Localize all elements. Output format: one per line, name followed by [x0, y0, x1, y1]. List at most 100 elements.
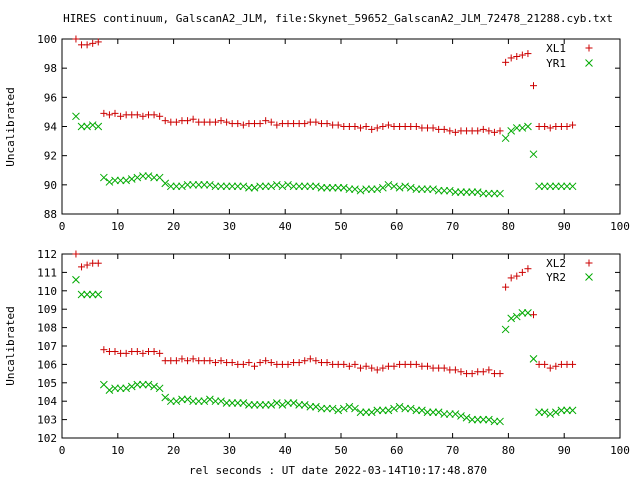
data-point: [373, 185, 382, 194]
data-point: [284, 360, 292, 368]
data-point: [105, 178, 114, 186]
data-point: [552, 362, 560, 370]
data-point: [362, 408, 370, 417]
data-point: [546, 124, 554, 132]
data-point: [479, 415, 488, 424]
data-point: [116, 176, 125, 185]
top-plot-panel: Uncalibrated XL1 YR1 0 10 20 30 40 50 60 70 80 90…: [4, 33, 630, 233]
x-tick-label: 40: [279, 220, 292, 233]
data-point: [502, 283, 510, 291]
data-point: [83, 122, 91, 131]
data-point: [278, 401, 287, 409]
data-point: [284, 180, 292, 189]
data-point: [569, 121, 577, 129]
data-point: [429, 408, 437, 417]
data-point: [178, 395, 186, 404]
data-point: [345, 402, 354, 411]
data-point: [540, 182, 549, 191]
y-tick-label: 103: [37, 414, 57, 427]
data-point: [451, 188, 460, 196]
data-point: [83, 290, 91, 299]
data-point: [217, 357, 225, 365]
data-point: [72, 275, 80, 284]
data-point: [172, 182, 181, 191]
data-point: [233, 399, 242, 407]
data-point: [233, 182, 242, 191]
data-point: [490, 189, 499, 198]
x-tick-label: 100: [610, 220, 630, 233]
data-point: [373, 366, 381, 374]
data-point: [496, 189, 504, 198]
data-point: [211, 397, 220, 406]
data-point: [239, 360, 247, 368]
data-point: [473, 415, 482, 424]
data-point: [184, 117, 192, 125]
data-point: [546, 182, 555, 191]
data-point: [245, 359, 253, 367]
y-tick-label: 106: [37, 358, 57, 371]
data-point: [295, 182, 304, 191]
data-point: [362, 362, 370, 370]
data-point: [418, 406, 426, 415]
data-point: [485, 127, 493, 135]
data-point: [301, 357, 309, 365]
data-point: [334, 183, 343, 192]
data-point: [250, 183, 259, 192]
data-point: [445, 410, 454, 418]
legend-marker-yr1: [585, 59, 593, 67]
data-point: [261, 182, 270, 191]
data-point: [284, 399, 292, 407]
data-point: [457, 412, 465, 420]
data-point: [457, 188, 465, 196]
data-point: [189, 355, 197, 363]
data-point: [133, 380, 142, 389]
data-point: [211, 182, 220, 191]
data-point: [563, 123, 571, 130]
top-y-axis-label: Uncalibrated: [4, 87, 17, 166]
data-point: [150, 348, 158, 356]
legend-marker-xl2: [585, 259, 593, 267]
chart-title: HIRES continuum, GalscanA2_JLM, file:Sky…: [63, 12, 613, 25]
y-tick-label: 92: [44, 150, 57, 163]
data-point: [217, 182, 225, 191]
data-point: [378, 406, 387, 415]
data-point: [351, 360, 359, 368]
data-point: [524, 309, 532, 317]
data-point: [551, 408, 560, 417]
data-point: [501, 325, 510, 334]
x-tick-label: 50: [334, 220, 347, 233]
data-point: [166, 182, 175, 191]
y-tick-label: 98: [44, 62, 57, 75]
x-tick-label: 60: [390, 444, 403, 457]
data-point: [228, 399, 237, 407]
data-point: [262, 357, 270, 365]
x-tick-label: 60: [390, 220, 403, 233]
data-point: [234, 120, 242, 128]
y-tick-label: 105: [37, 377, 57, 390]
data-point: [529, 355, 538, 363]
x-tick-label: 90: [558, 444, 571, 457]
data-point: [568, 406, 577, 415]
x-tick-label: 0: [59, 444, 66, 457]
bottom-y-axis-label: Uncalibrated: [4, 306, 17, 385]
data-point: [105, 111, 113, 119]
data-point: [328, 404, 337, 413]
data-point: [161, 117, 169, 125]
data-point: [373, 124, 381, 132]
data-point: [390, 182, 398, 191]
data-point: [540, 408, 549, 417]
data-point: [384, 180, 393, 189]
data-point: [368, 125, 376, 133]
data-point: [300, 401, 309, 409]
data-point: [546, 410, 555, 418]
data-point: [183, 180, 192, 189]
data-point: [172, 397, 181, 406]
data-point: [378, 183, 387, 192]
data-point: [485, 189, 493, 198]
data-point: [306, 182, 315, 191]
data-point: [423, 185, 432, 194]
data-point: [133, 173, 142, 182]
data-point: [557, 406, 566, 415]
data-point: [122, 349, 130, 357]
x-tick-label: 10: [111, 220, 124, 233]
